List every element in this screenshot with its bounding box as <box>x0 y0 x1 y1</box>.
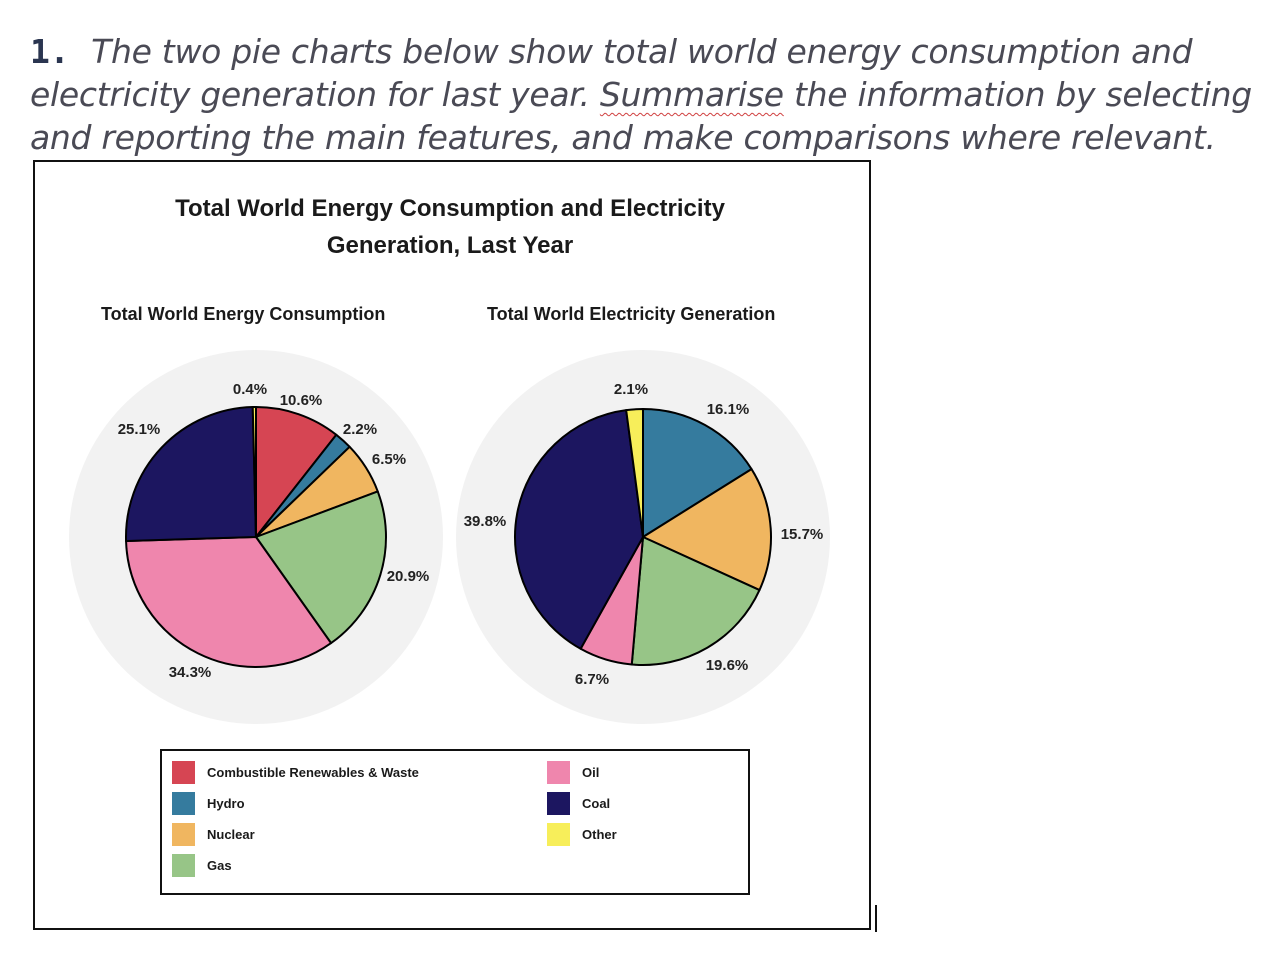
legend-label: Hydro <box>207 796 245 811</box>
data-label: 2.1% <box>614 381 648 398</box>
legend-swatch <box>547 792 570 815</box>
data-label: 6.5% <box>372 451 406 468</box>
data-label: 25.1% <box>118 421 161 438</box>
legend-label: Oil <box>582 765 600 780</box>
pie-slice-combustible-renewables-waste <box>255 406 338 538</box>
pie-slice-gas <box>630 536 761 666</box>
electricity-generation-title: Total World Electricity Generation <box>487 304 776 324</box>
legend-swatch <box>172 792 195 815</box>
legend-item-combustible: Combustible Renewables & Waste <box>172 761 419 784</box>
pie-slice-coal <box>125 406 257 543</box>
data-label: 34.3% <box>169 664 212 681</box>
legend-swatch <box>547 761 570 784</box>
legend-swatch <box>172 761 195 784</box>
figure-title: Total World Energy Consumption and Elect… <box>175 195 725 259</box>
pie-slice-other <box>625 407 644 538</box>
legend-label: Nuclear <box>207 827 255 842</box>
data-label: 16.1% <box>707 401 750 418</box>
question-text: 1. The two pie charts below show total wo… <box>30 30 1260 159</box>
pie-slice-other <box>251 405 257 538</box>
pie-slice-gas <box>255 490 387 645</box>
legend-swatch <box>172 854 195 877</box>
legend-label: Coal <box>582 796 611 811</box>
spellcheck-flagged-word[interactable]: Summarise <box>599 75 784 114</box>
legend-label: Combustible Renewables & Waste <box>207 765 419 780</box>
legend-item-gas: Gas <box>172 854 232 877</box>
question-text-after: the information by selecting and reporti… <box>30 75 1252 157</box>
pie-charts: 10.6% 2.2% 6.5% 20.9% 34.3% 25.1% 0.4% 16.1% 15.… <box>69 350 830 724</box>
pie-slice-coal <box>514 409 644 650</box>
legend-label: Other <box>582 827 617 842</box>
text-cursor <box>875 905 877 932</box>
energy-consumption-title: Total World Energy Consumption <box>101 304 386 324</box>
question-number: 1. <box>30 32 70 71</box>
data-label: 39.8% <box>464 513 507 530</box>
data-label: 10.6% <box>280 392 323 409</box>
data-label: 6.7% <box>575 671 609 688</box>
data-label: 0.4% <box>233 381 267 398</box>
legend-label: Gas <box>207 858 232 873</box>
data-label: 15.7% <box>781 526 824 543</box>
legend-item-nuclear: Nuclear <box>172 823 255 846</box>
question-text-before: The two pie charts below show total worl… <box>30 32 1193 114</box>
legend-swatch <box>172 823 195 846</box>
legend-item-other: Other <box>547 823 617 846</box>
data-label: 20.9% <box>387 568 430 585</box>
pie-slice-oil <box>125 536 333 668</box>
pie-slice-nuclear <box>642 468 772 592</box>
legend-item-coal: Coal <box>547 792 610 815</box>
data-label: 19.6% <box>706 657 749 674</box>
legend-swatch <box>547 823 570 846</box>
figure-frame: Total World Energy Consumption and Elect… <box>33 160 871 930</box>
legend: Combustible Renewables & Waste Hydro Nuc… <box>160 749 750 895</box>
data-label: 2.2% <box>343 421 377 438</box>
pie-slice-hydro <box>642 408 753 538</box>
legend-item-oil: Oil <box>547 761 599 784</box>
legend-item-hydro: Hydro <box>172 792 245 815</box>
